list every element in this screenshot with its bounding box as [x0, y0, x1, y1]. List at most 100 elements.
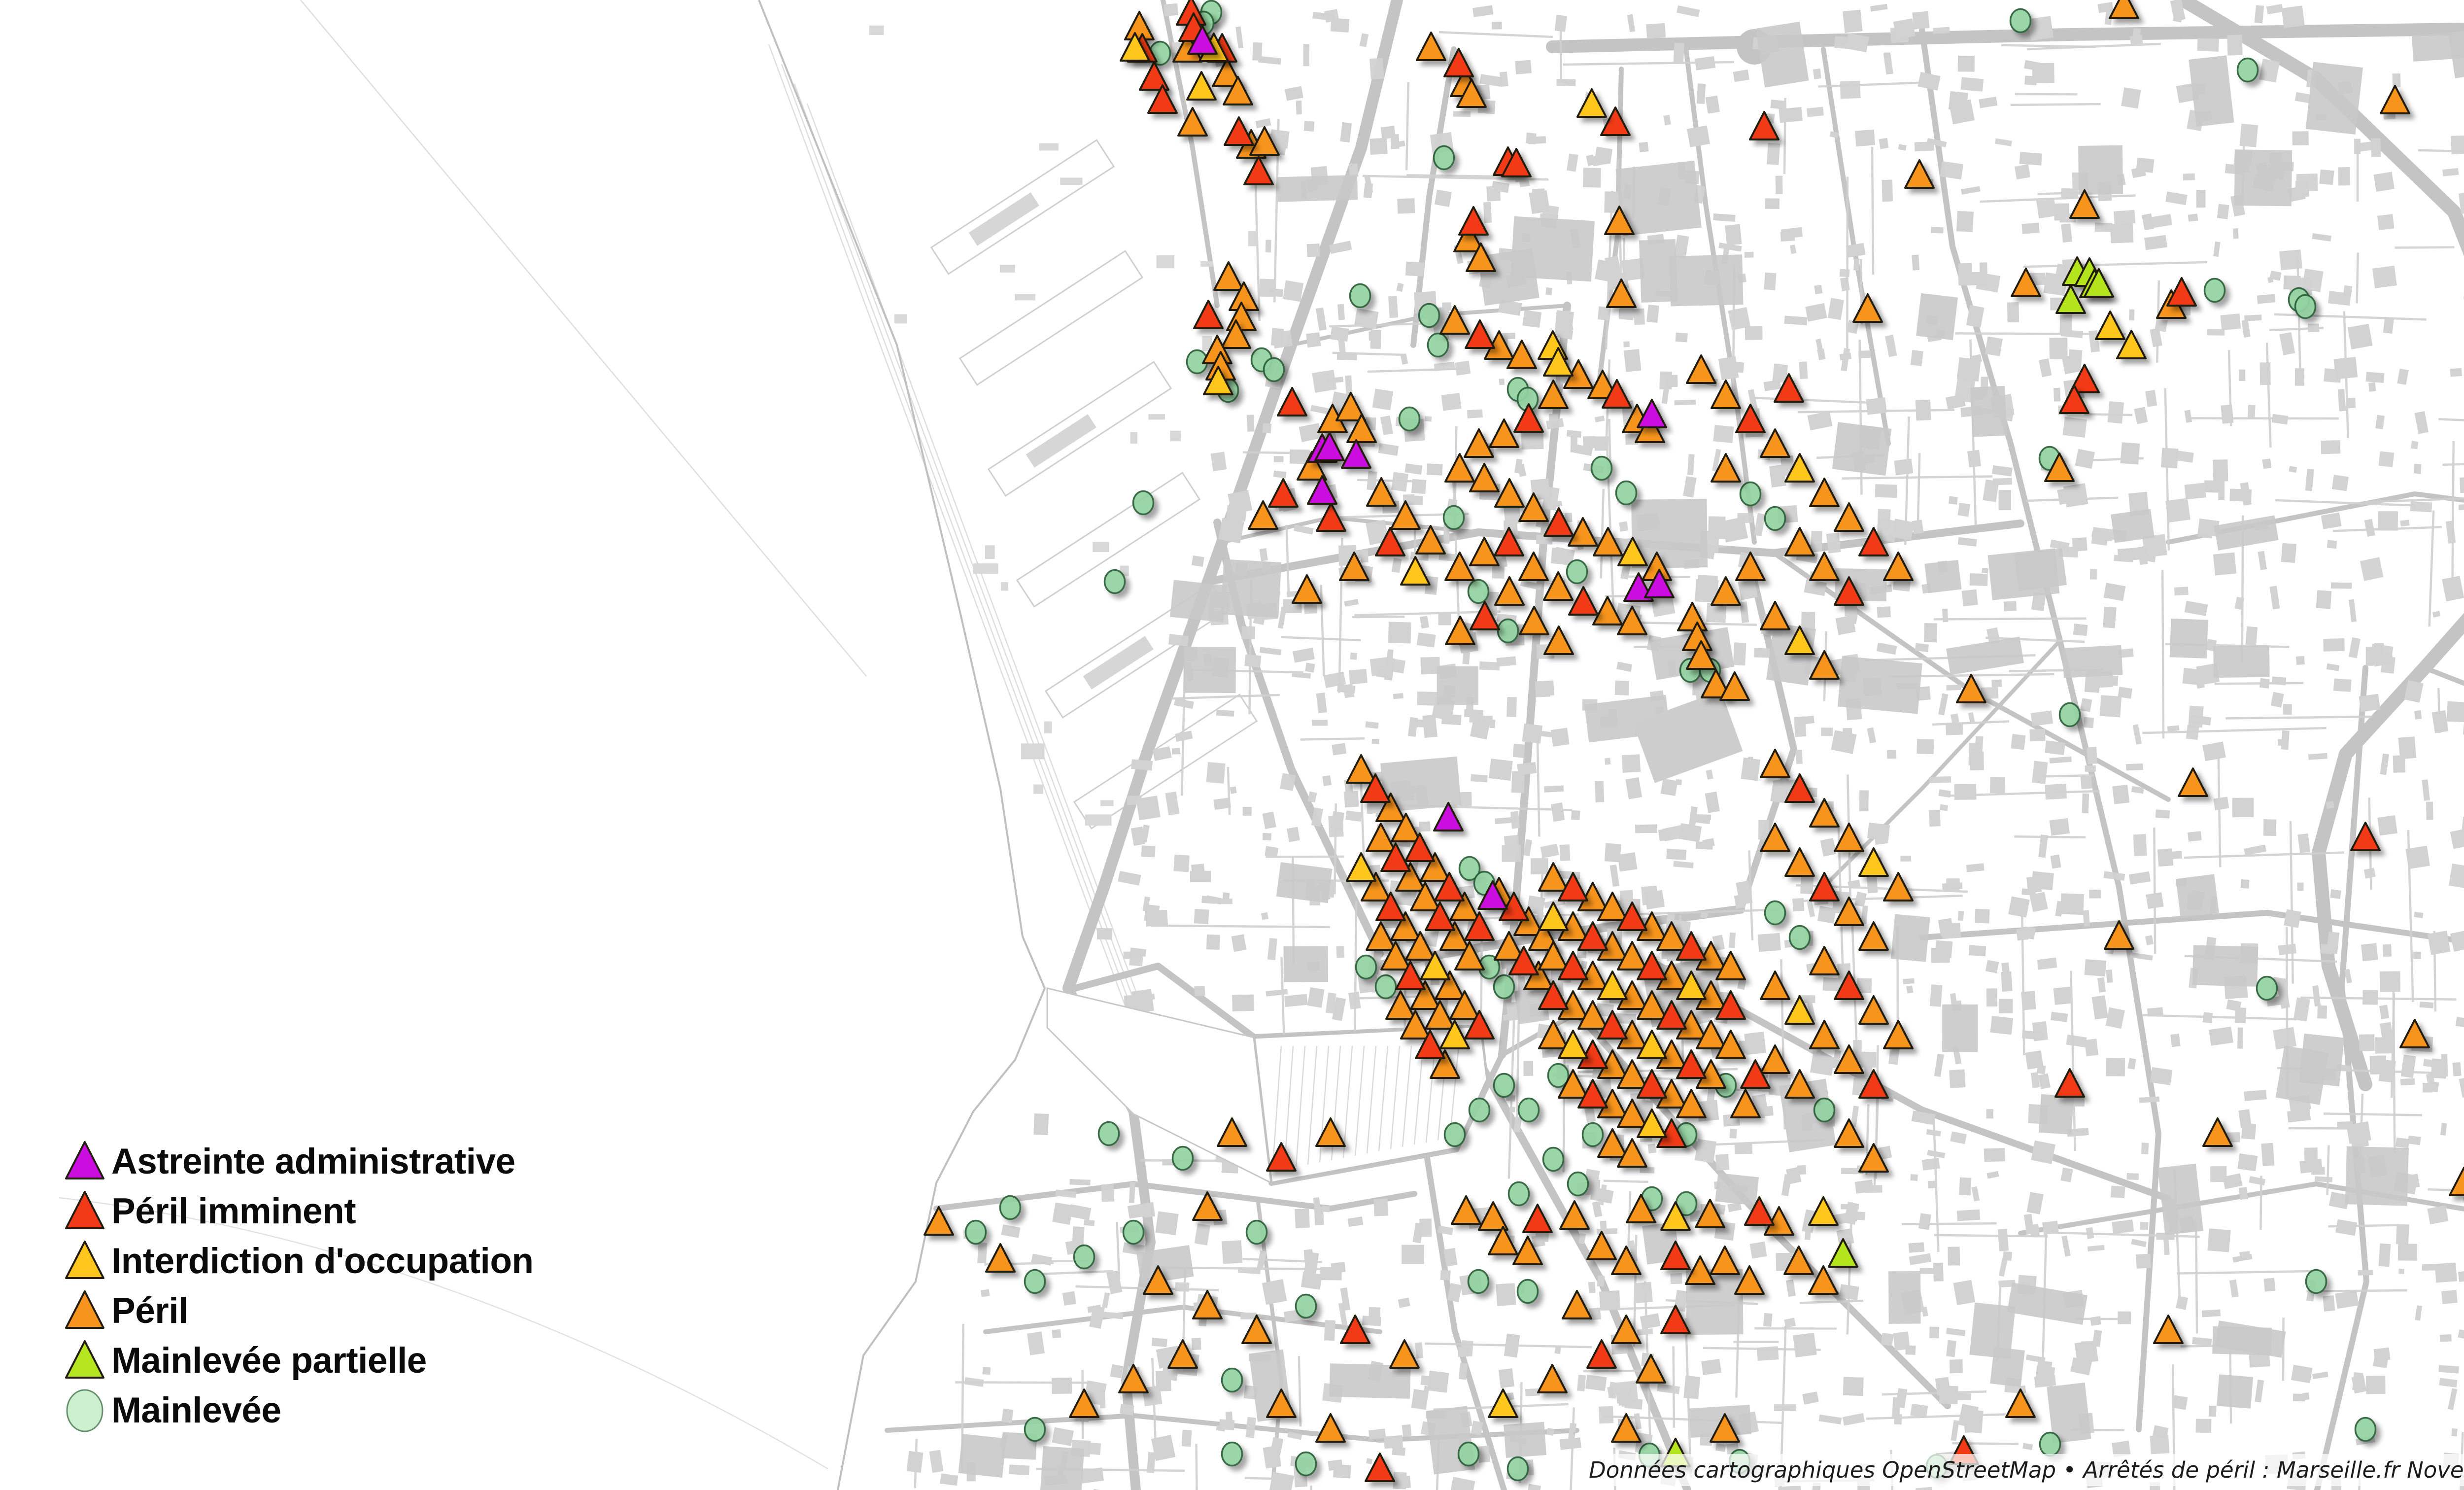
marker-p-ril[interactable] [1415, 525, 1446, 554]
marker-mainlevee[interactable] [1467, 1269, 1490, 1294]
marker-p-ril-imminent[interactable] [1147, 84, 1178, 114]
marker-interdiction-d-occupation[interactable] [1558, 1030, 1588, 1059]
marker-mainlevee[interactable] [1566, 559, 1588, 585]
marker-p-ril[interactable] [1568, 517, 1598, 547]
marker-p-ril[interactable] [1420, 852, 1450, 882]
marker-p-ril[interactable] [1416, 32, 1446, 61]
marker-p-ril[interactable] [1676, 1089, 1707, 1118]
marker-p-ril[interactable] [1425, 1000, 1455, 1030]
marker-p-ril[interactable] [1464, 428, 1494, 458]
marker-interdiction-d-occupation[interactable] [1346, 852, 1376, 882]
marker-p-ril[interactable] [1241, 1315, 1272, 1344]
marker-p-ril[interactable] [1213, 261, 1244, 291]
marker-p-ril-imminent[interactable] [1494, 527, 1524, 556]
marker-mainlevee[interactable] [1442, 505, 1465, 530]
marker-interdiction-d-occupation[interactable] [1784, 625, 1815, 655]
marker-mainlevee[interactable] [2256, 975, 2278, 1001]
marker-p-ril[interactable] [1711, 380, 1741, 409]
marker-p-ril[interactable] [1597, 892, 1628, 921]
marker-p-ril[interactable] [1597, 1128, 1628, 1158]
marker-p-ril[interactable] [1405, 931, 1436, 961]
marker-p-ril-imminent[interactable] [1784, 773, 1815, 803]
marker-p-ril[interactable] [1686, 354, 1716, 384]
marker-mainlevee[interactable] [1073, 1244, 1095, 1270]
marker-p-ril-imminent[interactable] [1676, 1049, 1707, 1079]
marker-p-ril[interactable] [2104, 920, 2134, 950]
marker-p-ril-imminent[interactable] [1316, 502, 1346, 532]
marker-p-ril-imminent[interactable] [1443, 48, 1474, 77]
marker-mainlevee[interactable] [1024, 1269, 1046, 1294]
marker-p-ril-imminent[interactable] [1744, 1196, 1775, 1226]
marker-mainlev-e-partielle[interactable] [1828, 1238, 1858, 1268]
marker-mainlevee[interactable] [1542, 1146, 1565, 1172]
marker-p-ril[interactable] [1695, 1199, 1725, 1228]
marker-interdiction-d-occupation[interactable] [1660, 1201, 1691, 1231]
marker-interdiction-d-occupation[interactable] [1617, 537, 1648, 566]
marker-p-ril[interactable] [1192, 1191, 1223, 1221]
marker-p-ril[interactable] [1587, 370, 1618, 399]
marker-p-ril-imminent[interactable] [2054, 1068, 2085, 1098]
marker-p-ril[interactable] [1543, 571, 1574, 601]
marker-p-ril[interactable] [1494, 478, 1525, 508]
marker-p-ril[interactable] [1395, 862, 1426, 892]
marker-mainlevee[interactable] [1764, 900, 1786, 926]
marker-p-ril[interactable] [1380, 941, 1411, 970]
marker-p-ril[interactable] [1506, 340, 1537, 369]
marker-p-ril-imminent[interactable] [1464, 911, 1495, 941]
marker-p-ril[interactable] [1292, 574, 1322, 604]
marker-p-ril[interactable] [1444, 552, 1475, 581]
marker-p-ril[interactable] [1439, 921, 1470, 951]
marker-p-ril[interactable] [1617, 1059, 1647, 1089]
marker-interdiction-d-occupation[interactable] [1488, 1388, 1518, 1418]
marker-p-ril[interactable] [1593, 527, 1623, 556]
marker-mainlevee[interactable] [1433, 145, 1455, 171]
marker-p-ril[interactable] [1297, 451, 1327, 481]
marker-p-ril[interactable] [1617, 1138, 1647, 1168]
marker-p-ril[interactable] [1453, 223, 1484, 252]
marker-p-ril[interactable] [1784, 847, 1815, 877]
marker-interdiction-d-occupation[interactable] [1808, 1196, 1839, 1226]
marker-mainlevee[interactable] [1221, 1367, 1243, 1393]
marker-mainlevee[interactable] [1443, 1122, 1466, 1147]
marker-p-ril-imminent[interactable] [1602, 379, 1632, 409]
marker-p-ril[interactable] [1735, 552, 1766, 581]
marker-p-ril-imminent[interactable] [1465, 319, 1495, 349]
marker-p-ril[interactable] [1883, 552, 1914, 581]
marker-interdiction-d-occupation[interactable] [1203, 366, 1233, 395]
marker-p-ril-imminent[interactable] [1365, 1453, 1395, 1482]
marker-p-ril[interactable] [1528, 921, 1559, 951]
marker-mainlevee[interactable] [1427, 332, 1449, 358]
marker-interdiction-d-occupation[interactable] [1784, 995, 1815, 1025]
marker-interdiction-d-occupation[interactable] [1439, 1020, 1470, 1049]
marker-p-ril[interactable] [1177, 107, 1208, 137]
marker-p-ril[interactable] [2380, 85, 2410, 114]
marker-mainlevee[interactable] [1813, 1097, 1836, 1123]
marker-p-ril-imminent[interactable] [1858, 527, 1889, 556]
marker-p-ril[interactable] [1469, 537, 1500, 566]
marker-p-ril[interactable] [1543, 625, 1574, 655]
marker-p-ril-imminent[interactable] [1577, 921, 1608, 951]
marker-p-ril-imminent[interactable] [1458, 206, 1489, 236]
marker-p-ril[interactable] [1410, 980, 1440, 1010]
marker-p-ril-imminent[interactable] [1522, 1204, 1553, 1233]
marker-p-ril[interactable] [1834, 1044, 1864, 1074]
marker-p-ril-imminent[interactable] [1656, 1000, 1687, 1030]
marker-mainlevee[interactable] [1507, 1181, 1530, 1207]
marker-p-ril[interactable] [1858, 1143, 1889, 1173]
marker-mainlevee[interactable] [1615, 480, 1638, 506]
marker-p-ril[interactable] [1494, 931, 1524, 961]
marker-interdiction-d-occupation[interactable] [1676, 970, 1707, 1000]
marker-interdiction-d-occupation[interactable] [1420, 951, 1450, 980]
marker-p-ril[interactable] [1390, 500, 1421, 530]
marker-p-ril[interactable] [1809, 552, 1840, 581]
marker-p-ril-imminent[interactable] [1340, 1315, 1370, 1344]
marker-astreinte-administrative[interactable] [1637, 399, 1667, 428]
marker-p-ril-imminent[interactable] [1193, 300, 1224, 329]
marker-p-ril[interactable] [1617, 1099, 1647, 1128]
marker-p-ril[interactable] [1315, 1413, 1346, 1443]
marker-p-ril[interactable] [1248, 500, 1278, 530]
marker-p-ril-imminent[interactable] [1597, 1010, 1628, 1040]
marker-p-ril[interactable] [2449, 1167, 2464, 1196]
marker-p-ril[interactable] [2109, 0, 2139, 19]
marker-p-ril[interactable] [1586, 1231, 1617, 1260]
